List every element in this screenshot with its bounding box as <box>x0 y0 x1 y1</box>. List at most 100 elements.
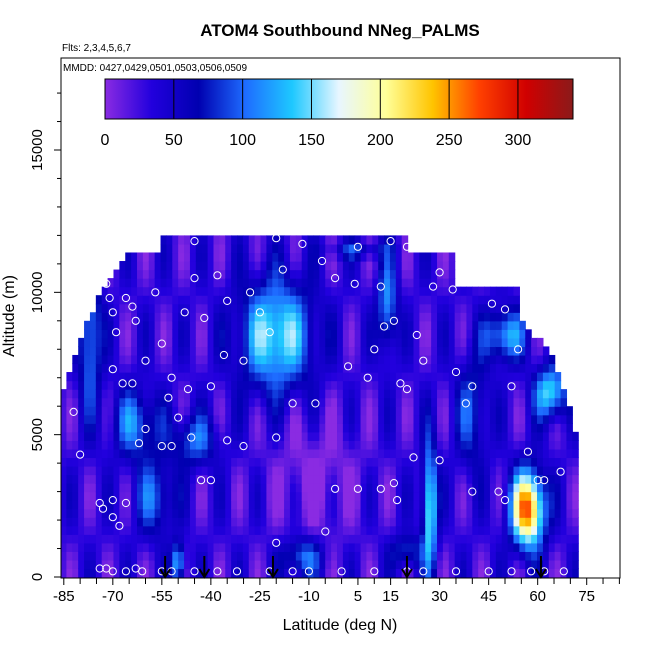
heatmap-cell <box>301 397 309 407</box>
heatmap-cell <box>66 389 73 399</box>
heatmap-cell <box>542 517 550 527</box>
sample-point <box>128 379 137 388</box>
sample-point <box>108 365 117 374</box>
heatmap-cell <box>95 337 103 348</box>
heatmap-cell <box>78 534 85 544</box>
heatmap-cell <box>319 372 326 382</box>
heatmap-cell <box>501 363 509 373</box>
heatmap-cell <box>284 406 291 416</box>
heatmap-cell <box>313 363 320 373</box>
heatmap-cell <box>66 440 73 450</box>
heatmap-cell <box>213 414 220 424</box>
heatmap-cell <box>107 380 115 390</box>
heatmap-cell <box>372 525 379 535</box>
heatmap-cell <box>525 491 532 501</box>
heatmap-cell <box>413 278 420 288</box>
heatmap-cell <box>61 457 68 467</box>
heatmap-cell <box>278 380 285 390</box>
heatmap-cell <box>384 389 391 399</box>
heatmap-cell <box>213 312 220 322</box>
heatmap-cell <box>431 474 438 484</box>
heatmap-cell <box>548 483 556 493</box>
heatmap-cell <box>189 406 197 416</box>
heatmap-cell <box>354 286 362 296</box>
heatmap-cell <box>478 312 485 322</box>
heatmap-cell <box>395 568 403 578</box>
heatmap-cell <box>548 431 556 441</box>
heatmap-cell <box>413 252 420 262</box>
heatmap-cell <box>442 440 450 450</box>
heatmap-cell <box>537 397 544 407</box>
heatmap-cell <box>501 465 509 476</box>
heatmap-cell <box>313 346 320 356</box>
heatmap-cell <box>289 568 297 578</box>
heatmap-cell <box>425 440 432 450</box>
heatmap-cell <box>325 243 332 254</box>
heatmap-cell <box>172 517 179 527</box>
heatmap-cell <box>142 465 150 476</box>
heatmap-cell <box>189 269 197 279</box>
heatmap-cell <box>154 269 162 279</box>
heatmap-cell <box>101 406 109 416</box>
heatmap-cell <box>137 397 144 407</box>
heatmap-cell <box>166 235 173 245</box>
heatmap-cell <box>278 414 285 424</box>
heatmap-cell <box>384 337 391 348</box>
heatmap-cell <box>554 474 562 484</box>
heatmap-cell <box>360 525 368 535</box>
heatmap-cell <box>66 448 73 459</box>
heatmap-cell <box>113 448 120 459</box>
heatmap-cell <box>489 542 497 552</box>
heatmap-cell <box>513 568 520 578</box>
heatmap-cell <box>319 406 326 416</box>
heatmap-cell <box>348 431 356 441</box>
sample-point <box>412 330 421 340</box>
heatmap-cell <box>301 380 309 390</box>
heatmap-cell <box>401 517 409 527</box>
heatmap-cell <box>348 568 356 578</box>
heatmap-cell <box>248 465 256 476</box>
heatmap-cell <box>425 303 432 313</box>
heatmap-cell <box>413 500 420 510</box>
heatmap-cell <box>478 414 485 424</box>
heatmap-cell <box>466 337 473 348</box>
heatmap-cell <box>466 354 473 365</box>
heatmap-cell <box>560 508 568 518</box>
heatmap-cell <box>113 559 120 570</box>
heatmap-cell <box>307 500 315 510</box>
heatmap-cell <box>248 269 256 279</box>
heatmap-cell <box>448 440 456 450</box>
heatmap-cell <box>231 406 238 416</box>
heatmap-cell <box>125 397 132 407</box>
heatmap-cell <box>325 423 332 433</box>
heatmap-cell <box>384 534 391 544</box>
heatmap-cell <box>484 397 491 407</box>
heatmap-cell <box>184 406 191 416</box>
heatmap-cell <box>525 500 532 510</box>
heatmap-cell <box>460 354 468 365</box>
heatmap-cell <box>84 440 91 450</box>
heatmap-cell <box>219 252 226 262</box>
heatmap-cell <box>513 474 520 484</box>
heatmap-cell <box>431 483 438 493</box>
heatmap-cell <box>554 397 562 407</box>
heatmap-cell <box>137 303 144 313</box>
heatmap-cell <box>148 534 156 544</box>
heatmap-cell <box>107 363 115 373</box>
heatmap-cell <box>501 568 509 578</box>
heatmap-cell <box>160 389 168 399</box>
heatmap-cell <box>513 534 520 544</box>
heatmap-cell <box>366 389 373 399</box>
heatmap-cell <box>189 483 197 493</box>
heatmap-cell <box>548 517 556 527</box>
heatmap-cell <box>148 491 156 501</box>
heatmap-cell <box>478 500 485 510</box>
heatmap-cell <box>154 542 162 552</box>
heatmap-cell <box>313 534 320 544</box>
heatmap-cell <box>266 414 273 424</box>
heatmap-cell <box>242 525 250 535</box>
heatmap-cell <box>331 363 338 373</box>
heatmap-cell <box>78 525 85 535</box>
heatmap-cell <box>237 534 244 544</box>
